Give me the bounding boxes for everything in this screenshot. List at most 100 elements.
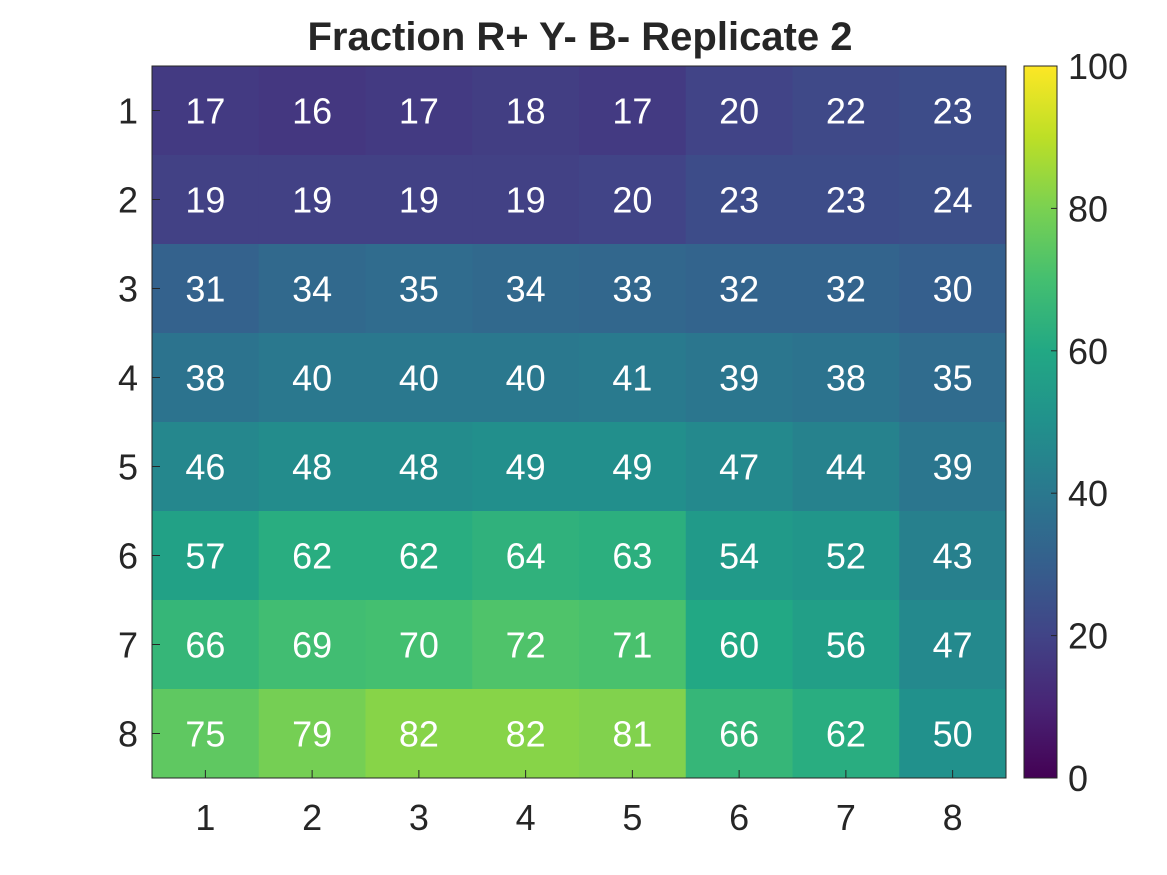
heatmap-cell [792, 155, 900, 245]
heatmap-cell [685, 600, 793, 690]
y-tick-label: 8 [118, 714, 138, 755]
cell-value-label: 18 [506, 91, 546, 132]
cell-value-label: 40 [399, 358, 439, 399]
heatmap-cell [579, 422, 687, 512]
y-tick-label: 3 [118, 269, 138, 310]
cell-value-label: 34 [292, 269, 332, 310]
heatmap-cell [792, 422, 900, 512]
x-tick-label: 8 [943, 797, 963, 838]
x-tick-label: 4 [516, 797, 536, 838]
heatmap-cell [792, 689, 900, 779]
heatmap-cell [258, 511, 366, 601]
cell-value-label: 40 [506, 358, 546, 399]
cell-value-label: 19 [399, 180, 439, 221]
heatmap-cell [579, 600, 687, 690]
cell-value-label: 17 [399, 91, 439, 132]
heatmap-cell [685, 155, 793, 245]
heatmap-cell [365, 689, 473, 779]
heatmap-cell [579, 511, 687, 601]
cell-value-label: 62 [292, 536, 332, 577]
cell-value-label: 52 [826, 536, 866, 577]
heatmap-cell [152, 333, 260, 423]
y-tick-label: 2 [118, 180, 138, 221]
cell-value-label: 49 [506, 447, 546, 488]
y-tick-label: 4 [118, 358, 138, 399]
x-tick-label: 3 [409, 797, 429, 838]
chart-title: Fraction R+ Y- B- Replicate 2 [308, 15, 853, 59]
cell-value-label: 38 [826, 358, 866, 399]
heatmap-cell [472, 333, 580, 423]
cell-value-label: 43 [933, 536, 973, 577]
heatmap-cell [258, 689, 366, 779]
cell-value-label: 82 [506, 714, 546, 755]
x-tick-label: 5 [622, 797, 642, 838]
heatmap-cell [899, 600, 1007, 690]
x-tick-label: 7 [836, 797, 856, 838]
cell-value-label: 16 [292, 91, 332, 132]
cell-value-label: 71 [612, 625, 652, 666]
cell-value-label: 38 [185, 358, 225, 399]
heatmap-cell [792, 66, 900, 156]
heatmap-cell [899, 155, 1007, 245]
cell-value-label: 19 [506, 180, 546, 221]
cell-value-label: 17 [612, 91, 652, 132]
cell-value-label: 48 [292, 447, 332, 488]
heatmap-cell [152, 689, 260, 779]
cell-value-label: 49 [612, 447, 652, 488]
colorbar-tick-label: 100 [1068, 46, 1128, 87]
heatmap-cell [152, 600, 260, 690]
heatmap-cell [685, 66, 793, 156]
cell-value-label: 23 [826, 180, 866, 221]
cell-value-label: 32 [719, 269, 759, 310]
heatmap-cell [258, 333, 366, 423]
y-tick-label: 7 [118, 625, 138, 666]
heatmap-cell [899, 511, 1007, 601]
heatmap-cell [152, 155, 260, 245]
cell-value-label: 33 [612, 269, 652, 310]
heatmap-cell [258, 66, 366, 156]
cell-value-label: 64 [506, 536, 546, 577]
heatmap-cell [365, 155, 473, 245]
heatmap-cell [899, 244, 1007, 334]
heatmap-cell [472, 244, 580, 334]
heatmap-cell [899, 333, 1007, 423]
heatmap-cell [152, 244, 260, 334]
cell-value-label: 39 [719, 358, 759, 399]
heatmap-cell [365, 333, 473, 423]
heatmap-cell [579, 333, 687, 423]
cell-value-label: 56 [826, 625, 866, 666]
cell-value-label: 62 [399, 536, 439, 577]
cell-value-label: 62 [826, 714, 866, 755]
cell-value-label: 20 [612, 180, 652, 221]
heatmap-cell [685, 689, 793, 779]
heatmap-cell [258, 600, 366, 690]
heatmap-cell [579, 244, 687, 334]
cell-value-label: 30 [933, 269, 973, 310]
heatmap-cell [685, 511, 793, 601]
heatmap-cell [579, 689, 687, 779]
cell-value-label: 82 [399, 714, 439, 755]
cell-value-label: 17 [185, 91, 225, 132]
heatmap-cell [685, 244, 793, 334]
cell-value-label: 32 [826, 269, 866, 310]
cell-value-label: 22 [826, 91, 866, 132]
heatmap-cell [365, 422, 473, 512]
cell-value-label: 44 [826, 447, 866, 488]
colorbar [1023, 65, 1058, 779]
heatmap-cell [472, 600, 580, 690]
cell-value-label: 54 [719, 536, 759, 577]
colorbar-tick-label: 0 [1068, 758, 1088, 799]
cell-value-label: 66 [185, 625, 225, 666]
cell-value-label: 48 [399, 447, 439, 488]
heatmap-cell [365, 244, 473, 334]
cell-value-label: 19 [185, 180, 225, 221]
heatmap-cell [579, 66, 687, 156]
x-tick-label: 2 [302, 797, 322, 838]
y-tick-label: 6 [118, 536, 138, 577]
colorbar-tick-label: 60 [1068, 331, 1108, 372]
heatmap-cell [685, 422, 793, 512]
cell-value-label: 19 [292, 180, 332, 221]
heatmap-cell [258, 244, 366, 334]
x-tick-label: 6 [729, 797, 749, 838]
